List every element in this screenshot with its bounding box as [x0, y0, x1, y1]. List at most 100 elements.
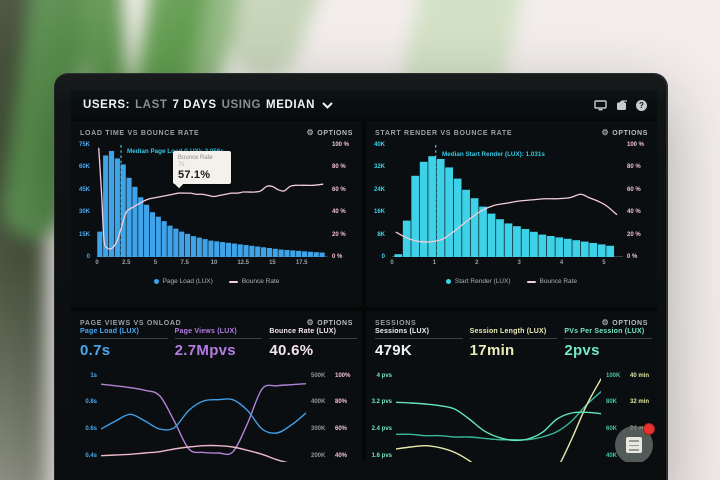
panel1-chart[interactable] — [97, 145, 328, 257]
metric-label: Session Length (LUX) — [469, 328, 558, 339]
panel3-y-axis-right-pct: 100% 80% 60% 40% — [335, 369, 361, 462]
panel1-x-axis: 0 2.5 5 7.5 10 12.5 15 17.5 — [95, 260, 328, 269]
legend-label: Bounce Rate — [539, 278, 578, 285]
axis-tick: 60 % — [627, 186, 641, 193]
panel3-chart[interactable] — [100, 369, 307, 462]
panel3-metrics: Page Load (LUX) 0.7s Page Views (LUX) 2.7Mp… — [80, 328, 357, 359]
panel1-y-axis-left: 75K 60K 45K 30K 15K 0 — [71, 142, 93, 260]
chat-widget-button[interactable] — [615, 423, 655, 462]
panel3-options-button[interactable]: ⚙ OPTIONS — [307, 319, 354, 327]
axis-tick: 100 % — [627, 142, 645, 148]
axis-tick: 0 — [86, 254, 90, 260]
axis-tick: 0 % — [627, 254, 638, 260]
axis-tick: 60 % — [332, 186, 346, 193]
panel2-options-button[interactable]: ⚙ OPTIONS — [602, 129, 649, 137]
panel4-metrics: Sessions (LUX) 479K Session Length (LUX) 17… — [375, 328, 652, 359]
axis-tick: 12.5 — [237, 260, 250, 266]
axis-tick: 100K — [606, 372, 621, 379]
time-range-selector[interactable]: USERS: LAST 7 DAYS USING MEDIAN — [83, 99, 333, 111]
axis-tick: 60% — [335, 426, 348, 432]
axis-tick: 20 % — [627, 231, 641, 238]
axis-tick: 500K — [311, 372, 326, 379]
axis-tick: 32K — [373, 164, 385, 171]
axis-tick: 15K — [78, 231, 90, 238]
axis-tick: 4 pvs — [376, 372, 392, 379]
axis-tick: 100 % — [332, 142, 350, 148]
legend-swatch — [153, 279, 159, 284]
panel2-header: START RENDER VS BOUNCE RATE ⚙ OPTIONS — [366, 121, 657, 139]
dashboard-screen: USERS: LAST 7 DAYS USING MEDIAN — [71, 90, 657, 462]
monitor-icon[interactable] — [594, 99, 607, 111]
panel3-options-label: OPTIONS — [317, 319, 353, 327]
axis-tick: 80K — [606, 399, 618, 406]
metric-block: PVs Per Session (LUX) 2pvs — [564, 328, 652, 359]
axis-tick: 8K — [377, 231, 385, 238]
panel1-header: LOAD TIME VS BOUNCE RATE ⚙ OPTIONS — [71, 121, 362, 139]
metric-label: Page Load (LUX) — [80, 328, 168, 339]
tooltip-x-value: 7s — [178, 162, 185, 168]
panel2-chart[interactable] — [392, 145, 623, 257]
axis-tick: 40 % — [627, 209, 641, 216]
axis-tick: 40K — [373, 142, 385, 148]
legend-item[interactable]: Page Load (LUX) — [153, 278, 213, 285]
metric-block: Sessions (LUX) 479K — [375, 328, 463, 359]
axis-tick: 75K — [78, 142, 90, 148]
laptop: USERS: LAST 7 DAYS USING MEDIAN — [54, 73, 668, 480]
share-icon[interactable] — [615, 99, 628, 111]
axis-tick: 0.4s — [85, 452, 97, 459]
title-median: MEDIAN — [266, 99, 315, 111]
metric-value: 40.6% — [269, 342, 314, 359]
panel2-y-axis-left: 40K 32K 24K 16K 8K 0 — [366, 142, 388, 260]
axis-tick: 40 min — [630, 372, 650, 379]
panel4-y-axis-left: 4 pvs 3.2 pvs 2.4 pvs 1.6 pvs — [368, 369, 394, 462]
panel4-options-label: OPTIONS — [612, 319, 648, 327]
panel4-options-button[interactable]: ⚙ OPTIONS — [602, 319, 649, 327]
panel1-options-button[interactable]: ⚙ OPTIONS — [307, 129, 354, 137]
axis-tick: 0 — [390, 260, 394, 266]
axis-tick: 5 — [153, 260, 158, 266]
panel3-y-axis-right-k: 500K 400K 300K 200K — [311, 369, 335, 462]
axis-tick: 1 — [432, 260, 437, 266]
title-days: 7 DAYS — [172, 99, 217, 111]
title-last: LAST — [135, 99, 168, 111]
panel3-plot — [100, 369, 307, 462]
panel4-plot — [395, 369, 602, 462]
panel3-title: PAGE VIEWS VS ONLOAD — [80, 319, 182, 327]
tooltip-series: Bounce Rate — [178, 155, 213, 161]
panel4-header: SESSIONS ⚙ OPTIONS — [366, 311, 657, 329]
axis-tick: 1s — [90, 372, 97, 379]
axis-tick: 24K — [373, 186, 385, 193]
panel2-plot: Median Start Render (LUX): 1.031s — [392, 145, 623, 257]
legend-item[interactable]: Bounce Rate — [228, 278, 279, 285]
legend-label: Start Render (LUX) — [454, 278, 511, 285]
legend-item[interactable]: Bounce Rate — [526, 278, 578, 285]
panel4-y-axis-right-k: 100K 80K 60K 40K — [606, 369, 630, 462]
axis-tick: 40K — [606, 452, 618, 459]
legend-swatch — [445, 279, 451, 284]
panel4-chart[interactable] — [395, 369, 602, 462]
axis-tick: 300K — [311, 426, 326, 432]
panel1-plot: Median Page Load (LUX): 2.056s Bounce Ra… — [97, 145, 328, 257]
metric-value: 2.7Mpvs — [174, 342, 236, 359]
message-icon — [626, 437, 642, 453]
legend-item[interactable]: Start Render (LUX) — [445, 278, 511, 285]
title-users: USERS: — [83, 99, 131, 111]
panel-start-render-vs-bounce-rate: START RENDER VS BOUNCE RATE ⚙ OPTIONS 40… — [366, 121, 657, 307]
panel1-options-label: OPTIONS — [317, 129, 353, 137]
panel1-legend: Page Load (LUX) Bounce Rate — [71, 278, 362, 285]
axis-tick: 40% — [335, 452, 348, 459]
axis-tick: 1.6 pvs — [371, 452, 392, 459]
metric-label: Sessions (LUX) — [375, 328, 463, 339]
panel3-y-axis-left: 1s 0.8s 0.6s 0.4s — [73, 369, 99, 462]
metric-label: Bounce Rate (LUX) — [269, 328, 357, 339]
metric-value: 479K — [375, 342, 413, 359]
panel2-x-axis: 0 1 2 3 4 5 — [390, 260, 623, 269]
axis-tick: 2.5 — [122, 260, 131, 266]
help-icon[interactable]: ? — [636, 99, 647, 111]
panel3-header: PAGE VIEWS VS ONLOAD ⚙ OPTIONS — [71, 311, 362, 329]
panel1-tooltip: Bounce Rate 7s 57.1% — [173, 151, 231, 184]
metric-value: 2pvs — [564, 342, 600, 359]
axis-tick: 0 — [95, 260, 99, 266]
axis-tick: 60K — [606, 426, 618, 432]
metric-value: 17min — [469, 342, 515, 359]
